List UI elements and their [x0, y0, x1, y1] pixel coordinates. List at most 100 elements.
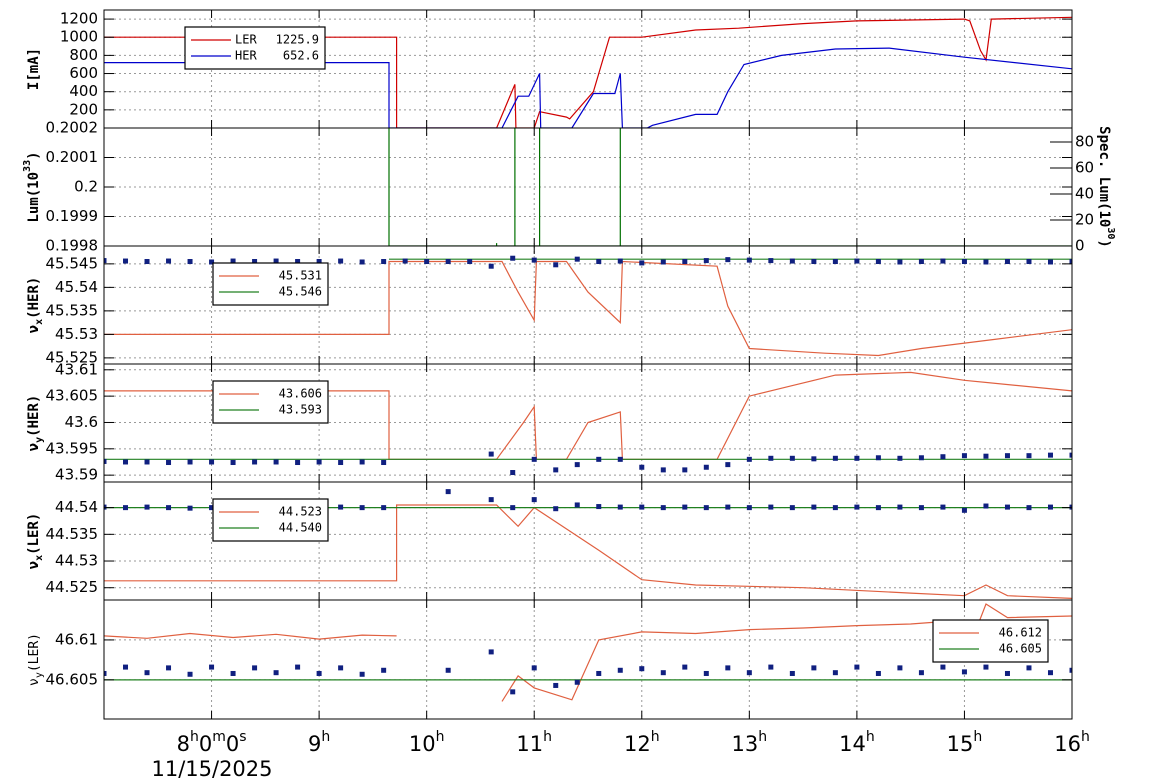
data-point — [209, 664, 215, 670]
data-point — [682, 467, 688, 473]
data-point — [725, 665, 731, 671]
data-point — [832, 670, 838, 676]
data-point — [166, 665, 172, 671]
data-point — [961, 259, 967, 265]
data-point — [424, 259, 430, 265]
data-point — [918, 455, 924, 461]
legend-box — [212, 262, 329, 306]
data-point — [1047, 259, 1053, 265]
data-point — [510, 689, 516, 695]
axis-label-part: I[mA] — [26, 48, 42, 90]
data-point — [832, 259, 838, 265]
data-point — [660, 467, 666, 473]
data-line — [104, 603, 1072, 702]
data-point — [596, 504, 602, 510]
axis-label-script: x — [34, 319, 45, 325]
legend-value: 46.612 — [999, 626, 1042, 640]
data-point — [209, 505, 215, 511]
data-point — [703, 505, 709, 511]
panel-data — [104, 16, 1072, 128]
data-point — [682, 504, 688, 510]
data-point — [252, 665, 258, 671]
data-line — [104, 47, 1072, 128]
data-point — [811, 504, 817, 510]
data-point — [1004, 504, 1010, 510]
legend-value: 1225.9 — [276, 33, 319, 47]
axis-label: νy(HER) — [26, 395, 45, 452]
data-point — [488, 649, 494, 655]
data-point — [531, 665, 537, 671]
axis-label-part: ) — [1096, 239, 1112, 247]
data-point — [639, 464, 645, 470]
data-point — [639, 260, 645, 266]
data-point — [187, 459, 193, 465]
axis-label-part: ) — [26, 151, 42, 159]
data-point — [811, 456, 817, 462]
legend-value: 45.546 — [279, 285, 322, 299]
data-point — [252, 259, 258, 265]
legend-value: 46.605 — [999, 642, 1042, 656]
legend-label: LER — [235, 33, 257, 47]
data-point — [703, 670, 709, 676]
data-point — [295, 460, 301, 466]
data-point — [983, 453, 989, 459]
x-tick-label: 14h — [839, 729, 875, 756]
axis-label-part: ν — [27, 678, 42, 686]
legend-value: 45.531 — [279, 269, 322, 283]
data-point — [488, 451, 494, 457]
data-point — [338, 504, 344, 510]
data-point — [359, 505, 365, 511]
y-tick-label: 44.535 — [46, 525, 99, 543]
data-point — [961, 507, 967, 513]
data-point — [746, 257, 752, 263]
data-point — [682, 259, 688, 265]
legend-value: 44.523 — [279, 505, 322, 519]
data-point — [187, 505, 193, 511]
data-point — [123, 459, 129, 465]
axis-label-part: (HER) — [26, 395, 42, 437]
data-point — [596, 670, 602, 676]
data-point — [166, 505, 172, 511]
legend-box — [212, 380, 329, 424]
legend: 44.523 44.540 — [212, 498, 329, 542]
data-point — [553, 506, 559, 512]
data-point — [854, 504, 860, 510]
y-tick-label: 44.525 — [46, 578, 99, 596]
data-point — [617, 504, 623, 510]
data-point — [574, 462, 580, 468]
legend-value: 652.6 — [283, 49, 319, 63]
data-point — [381, 667, 387, 673]
panel-data — [104, 603, 1072, 702]
data-point — [789, 505, 795, 511]
data-point — [1004, 670, 1010, 676]
y-tick-label: 1000 — [60, 28, 98, 46]
panel-data — [388, 128, 1072, 246]
data-point — [617, 456, 623, 462]
data-point — [381, 505, 387, 511]
y-tick-label: 46.61 — [55, 630, 98, 648]
legend-value: 43.606 — [279, 387, 322, 401]
data-point — [940, 454, 946, 460]
data-point — [1047, 452, 1053, 458]
data-point — [746, 456, 752, 462]
y-tick-label: 200 — [69, 100, 98, 118]
panel-data — [104, 371, 1072, 476]
data-point — [897, 665, 903, 671]
data-point — [338, 460, 344, 466]
data-point — [166, 258, 172, 264]
data-point — [574, 256, 580, 262]
data-point — [940, 504, 946, 510]
data-point — [768, 258, 774, 264]
axis-label-script: 30 — [1105, 227, 1116, 239]
y-tick-label: 43.595 — [46, 439, 99, 457]
data-point — [123, 664, 129, 670]
axis-label: I[mA] — [26, 48, 42, 90]
y2-tick-label: 40 — [1075, 185, 1094, 203]
y-tick-label: 45.535 — [46, 301, 99, 319]
data-point — [725, 462, 731, 468]
x-tick-label: 12h — [624, 729, 660, 756]
data-point — [316, 259, 322, 265]
y-tick-label: 600 — [69, 64, 98, 82]
data-point — [144, 670, 150, 676]
data-point — [789, 258, 795, 264]
